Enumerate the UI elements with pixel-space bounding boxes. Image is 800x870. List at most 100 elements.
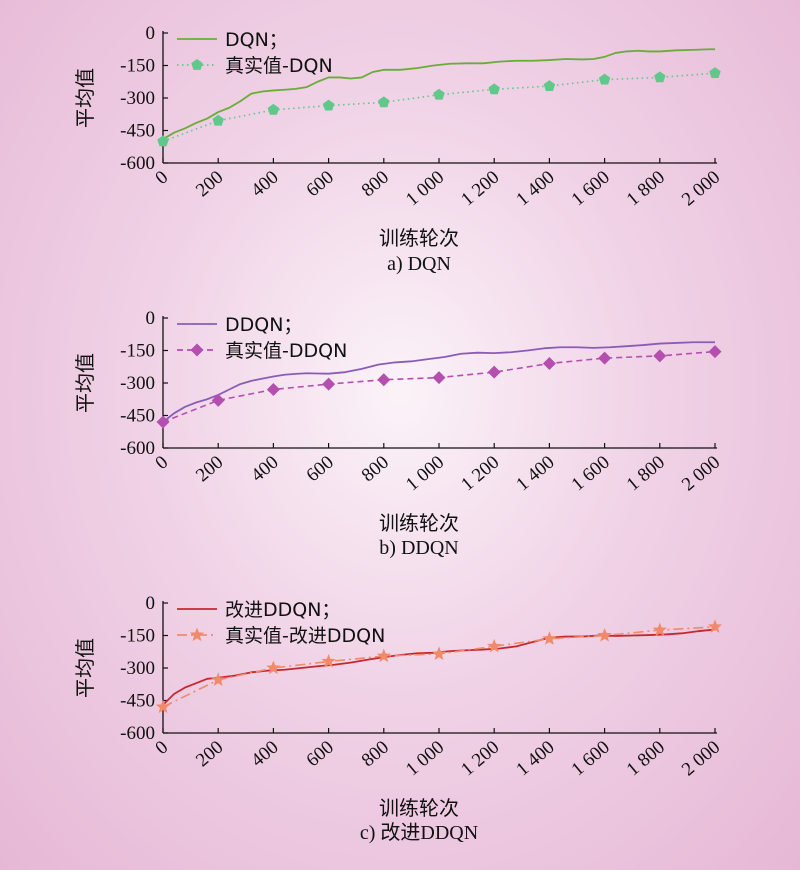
data-point [211,393,225,407]
x-tick-label: 1 400 [512,737,558,781]
data-point [597,628,612,642]
x-tick-label: 0 [151,167,172,189]
x-axis-label: 训练轮次 [379,511,459,535]
legend-label: DDQN； [225,314,302,336]
x-tick-label: 800 [358,452,393,486]
x-tick-label: 600 [302,452,337,486]
data-point [487,638,502,653]
y-tick-label: -450 [120,691,155,712]
y-tick-label: -150 [120,626,155,647]
series-line [162,72,716,143]
data-point [157,135,169,147]
data-point [431,646,447,660]
y-tick-label: -300 [120,373,155,394]
data-point [654,71,666,83]
data-point [652,622,667,637]
y-tick-label: 0 [146,593,156,614]
data-point [377,373,391,387]
x-axis-label: 训练轮次 [379,226,459,250]
y-axis-label: 平均值 [73,353,97,413]
data-point [155,699,171,714]
data-point [322,99,335,111]
x-tick-label: 1 400 [512,452,558,496]
data-point [598,351,612,365]
series-1 [162,341,715,423]
legend-marker [191,59,203,70]
y-tick-label: -600 [120,438,155,459]
y-tick-label: 0 [146,23,156,44]
x-tick-label: 2 000 [678,452,724,496]
legend: 改进DDQN； 真实值-改进DDQN [177,599,385,647]
y-tick-label: -450 [120,121,155,142]
series-line [162,48,715,140]
data-point [266,383,280,396]
series-2 [155,619,723,714]
x-tick-label: 600 [302,737,337,771]
data-point [378,96,390,108]
series-1 [162,628,716,706]
legend-marker [190,343,204,357]
x-tick-label: 1 400 [512,167,558,211]
x-tick-label: 1 800 [623,167,669,211]
x-tick-label: 400 [247,452,282,486]
y-tick-label: -450 [120,406,155,427]
x-tick-label: 1 600 [568,167,614,211]
data-point [156,415,170,429]
legend-label: 真实值-DQN [225,55,333,77]
data-point [542,631,557,645]
legend-label: 真实值-改进DDQN [225,625,385,647]
data-point [487,365,501,379]
x-tick-label: 1 200 [457,167,503,211]
x-tick-label: 600 [302,167,337,201]
x-tick-label: 1 000 [402,737,448,781]
x-tick-label: 1 200 [457,452,503,496]
legend: DQN； 真实值-DQN [177,29,333,77]
x-tick-label: 1 800 [623,737,669,781]
data-point [653,349,667,363]
data-point [433,88,445,100]
legend-label: 真实值-DDQN [225,340,347,362]
y-tick-label: -300 [120,88,155,109]
x-tick-label: 400 [247,167,282,201]
x-tick-label: 2 000 [678,167,724,211]
x-tick-label: 1 600 [568,737,614,781]
data-point [211,672,226,686]
data-point [707,619,723,633]
x-tick-label: 0 [151,737,172,759]
series-line [162,350,716,423]
legend-label: DQN； [225,29,288,51]
series-1 [162,48,715,140]
data-point [709,67,721,78]
data-point [598,73,611,85]
x-tick-label: 200 [192,167,227,201]
legend-marker [189,627,205,642]
data-point [488,83,500,95]
data-point [322,377,336,391]
data-point [708,345,722,359]
x-tick-label: 1 000 [402,452,448,496]
data-point [542,357,556,370]
x-tick-label: 800 [358,737,393,771]
series-line [162,341,715,423]
x-tick-label: 1 000 [402,167,448,211]
y-tick-label: -150 [120,341,155,362]
panel-caption: a) DQN [387,253,451,275]
x-tick-label: 1 800 [623,452,669,496]
x-tick-label: 400 [247,737,282,771]
legend: DDQN； 真实值-DDQN [177,314,347,362]
y-axis-label: 平均值 [73,68,97,128]
series-2 [157,67,721,147]
x-tick-label: 200 [192,452,227,486]
x-tick-label: 0 [151,452,172,474]
x-axis-label: 训练轮次 [379,796,459,820]
x-tick-label: 1 600 [568,452,614,496]
series-2 [156,345,722,429]
data-point [543,80,556,91]
y-tick-label: -150 [120,56,155,77]
series-line [162,628,716,706]
